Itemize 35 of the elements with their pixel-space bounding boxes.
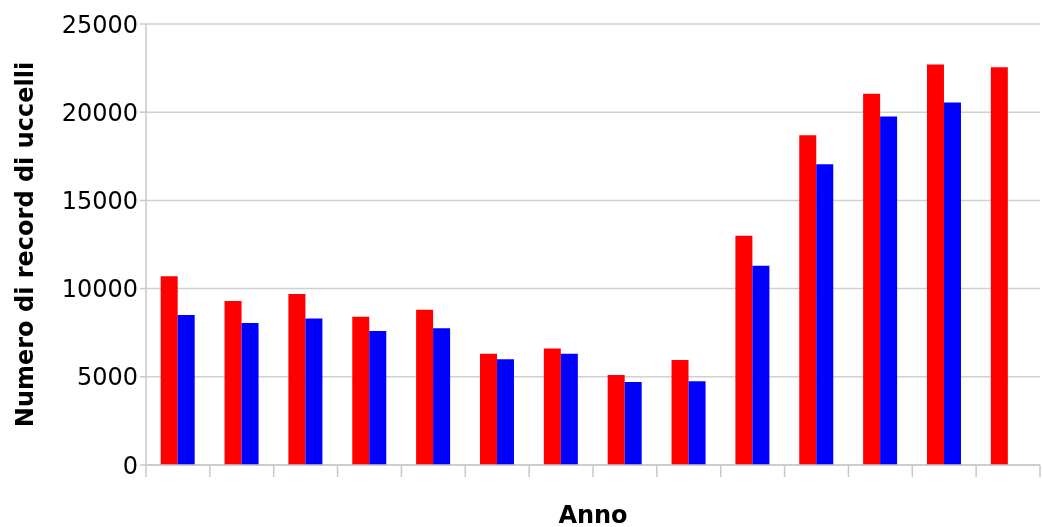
bar [816, 164, 834, 465]
bar [560, 353, 578, 465]
y-tick-label: 25000 [61, 10, 138, 39]
y-tick-label: 10000 [61, 275, 138, 304]
bar [352, 316, 370, 465]
bar [671, 360, 689, 465]
bar [305, 318, 323, 465]
bar [160, 276, 178, 465]
bar [241, 323, 259, 465]
bar [688, 381, 706, 465]
y-tick-label: 15000 [61, 186, 138, 215]
bar [479, 353, 497, 465]
bar [543, 348, 561, 465]
x-axis-title: Anno [558, 501, 628, 527]
bar [943, 102, 961, 465]
y-tick-label: 0 [122, 451, 138, 480]
bar [607, 375, 625, 465]
bar [735, 235, 753, 465]
bar [799, 135, 817, 465]
y-axis-title: Numero di record di uccelli [10, 61, 39, 428]
y-tick-label: 20000 [61, 98, 138, 127]
bar [177, 315, 195, 465]
bar [288, 293, 306, 465]
bar [880, 116, 898, 465]
bar [416, 309, 434, 465]
bar [433, 328, 451, 465]
y-tick-label: 5000 [76, 363, 138, 392]
bar [926, 64, 944, 465]
bar [496, 359, 514, 465]
bar [863, 93, 881, 465]
bar [752, 265, 770, 465]
bar [369, 330, 387, 465]
bar [624, 382, 642, 465]
bar [990, 67, 1008, 465]
bar [224, 300, 242, 465]
